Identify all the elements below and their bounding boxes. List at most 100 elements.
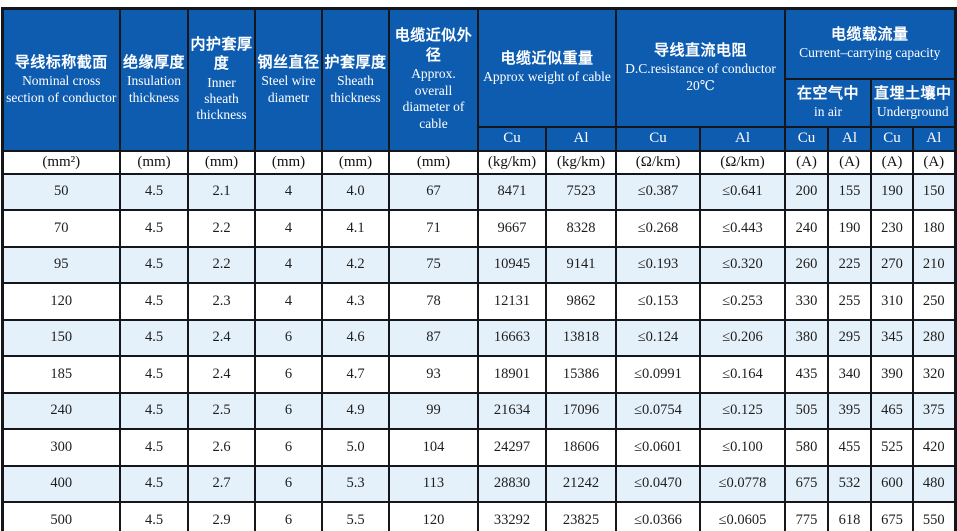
table-cell: 99: [388, 391, 479, 430]
col-header-underground: 直埋土壤中 Underground: [870, 77, 956, 128]
unit-cell: (A): [827, 149, 872, 175]
table-cell: 320: [912, 355, 956, 394]
table-cell: 280: [912, 318, 956, 357]
table-cell: 532: [827, 464, 872, 503]
table-row: 185 4.5 2.4 6 4.7 93 18901 15386 ≤0.0991 ≤0.164 43…: [1, 355, 956, 394]
header-zh-label: 电缆近似重量: [500, 50, 594, 67]
table-cell: 580: [784, 428, 829, 467]
table-cell: 4.5: [119, 501, 189, 531]
table-cell: ≤0.0754: [615, 391, 701, 430]
table-cell: 435: [784, 355, 829, 394]
table-cell: 150: [912, 172, 956, 211]
header-zh-label: 导线标称截面: [14, 54, 108, 71]
table-cell: 675: [870, 501, 914, 531]
table-cell: 155: [827, 172, 872, 211]
table-cell: 104: [388, 428, 479, 467]
header-en-label: Steel wire diametr: [261, 73, 316, 105]
table-cell: 95: [1, 245, 121, 284]
table-cell: 4.5: [119, 355, 189, 394]
table-cell: 5.0: [321, 428, 390, 467]
table-cell: 67: [388, 172, 479, 211]
table-cell: 4: [254, 209, 323, 248]
table-cell: ≤0.193: [615, 245, 701, 284]
table-cell: ≤0.125: [699, 391, 786, 430]
table-cell: ≤0.0991: [615, 355, 701, 394]
table-cell: 345: [870, 318, 914, 357]
col-header-steel-wire-diameter: 钢丝直径 Steel wire diametr: [254, 7, 323, 152]
header-row-main: 导线标称截面 Nominal cross section of conducto…: [1, 7, 956, 152]
table-cell: 2.7: [187, 464, 256, 503]
table-cell: ≤0.164: [699, 355, 786, 394]
col-header-approx-overall-diameter: 电缆近似外径 Approx. overall diameter of cable: [388, 7, 479, 152]
col-header-al-underground: Al: [912, 125, 956, 152]
table-cell: 9862: [545, 282, 617, 321]
header-en-label: Approx weight of cable: [483, 69, 611, 85]
col-header-dc-resistance: 导线直流电阻 D.C.resistance of conductor 20℃: [615, 7, 786, 128]
table-cell: 21634: [477, 391, 547, 430]
table-cell: 4.6: [321, 318, 390, 357]
table-cell: 230: [870, 209, 914, 248]
header-zh-label: 直埋土壤中: [873, 85, 952, 102]
table-cell: 4.5: [119, 318, 189, 357]
table-cell: 255: [827, 282, 872, 321]
unit-cell: (kg/km): [545, 149, 617, 175]
table-cell: ≤0.0778: [699, 464, 786, 503]
header-zh-label: 导线直流电阻: [653, 42, 747, 59]
table-row: 95 4.5 2.2 4 4.2 75 10945 9141 ≤0.193 ≤0.320 260 22…: [1, 245, 956, 284]
table-cell: 6: [254, 501, 323, 531]
table-cell: 70: [1, 209, 121, 248]
table-cell: 4.1: [321, 209, 390, 248]
table-cell: 2.4: [187, 355, 256, 394]
table-cell: 16663: [477, 318, 547, 357]
table-cell: 6: [254, 355, 323, 394]
col-header-cu-weight: Cu: [477, 125, 547, 152]
table-cell: 150: [1, 318, 121, 357]
table-cell: 17096: [545, 391, 617, 430]
table-cell: 4.7: [321, 355, 390, 394]
table-cell: 18606: [545, 428, 617, 467]
table-cell: 2.9: [187, 501, 256, 531]
table-cell: 180: [912, 209, 956, 248]
table-cell: ≤0.124: [615, 318, 701, 357]
table-cell: 8328: [545, 209, 617, 248]
table-cell: 300: [1, 428, 121, 467]
table-cell: 21242: [545, 464, 617, 503]
table-cell: 4: [254, 172, 323, 211]
table-cell: 4.5: [119, 172, 189, 211]
table-cell: 375: [912, 391, 956, 430]
table-cell: 9667: [477, 209, 547, 248]
table-cell: 310: [870, 282, 914, 321]
table-cell: 18901: [477, 355, 547, 394]
table-cell: 2.3: [187, 282, 256, 321]
table-cell: 13818: [545, 318, 617, 357]
table-cell: 550: [912, 501, 956, 531]
table-row: 300 4.5 2.6 6 5.0 104 24297 18606 ≤0.0601 ≤0.100 5…: [1, 428, 956, 467]
table-cell: 600: [870, 464, 914, 503]
table-cell: 9141: [545, 245, 617, 284]
table-cell: 400: [1, 464, 121, 503]
table-cell: ≤0.0601: [615, 428, 701, 467]
col-header-al-in-air: Al: [827, 125, 872, 152]
table-cell: 2.6: [187, 428, 256, 467]
table-cell: 10945: [477, 245, 547, 284]
table-row: 400 4.5 2.7 6 5.3 113 28830 21242 ≤0.0470 ≤0.0778…: [1, 464, 956, 503]
table-cell: 250: [912, 282, 956, 321]
table-cell: 2.2: [187, 209, 256, 248]
header-zh-label: 护套厚度: [324, 54, 387, 71]
header-en-label: Sheath thickness: [330, 73, 381, 105]
table-cell: ≤0.387: [615, 172, 701, 211]
col-header-nominal-cross-section: 导线标称截面 Nominal cross section of conducto…: [1, 7, 121, 152]
header-en-label: Nominal cross section of conductor: [6, 73, 117, 105]
table-cell: 240: [1, 391, 121, 430]
header-zh-label: 电缆近似外径: [394, 28, 473, 64]
table-cell: 240: [784, 209, 829, 248]
table-cell: ≤0.100: [699, 428, 786, 467]
header-zh-label: 绝缘厚度: [122, 54, 185, 71]
table-cell: 71: [388, 209, 479, 248]
table-cell: 4.5: [119, 428, 189, 467]
header-zh-label: 内护套厚度: [190, 36, 253, 73]
table-cell: 185: [1, 355, 121, 394]
unit-cell: (Ω/km): [699, 149, 786, 175]
table-row: 150 4.5 2.4 6 4.6 87 16663 13818 ≤0.124 ≤0.206 380…: [1, 318, 956, 357]
